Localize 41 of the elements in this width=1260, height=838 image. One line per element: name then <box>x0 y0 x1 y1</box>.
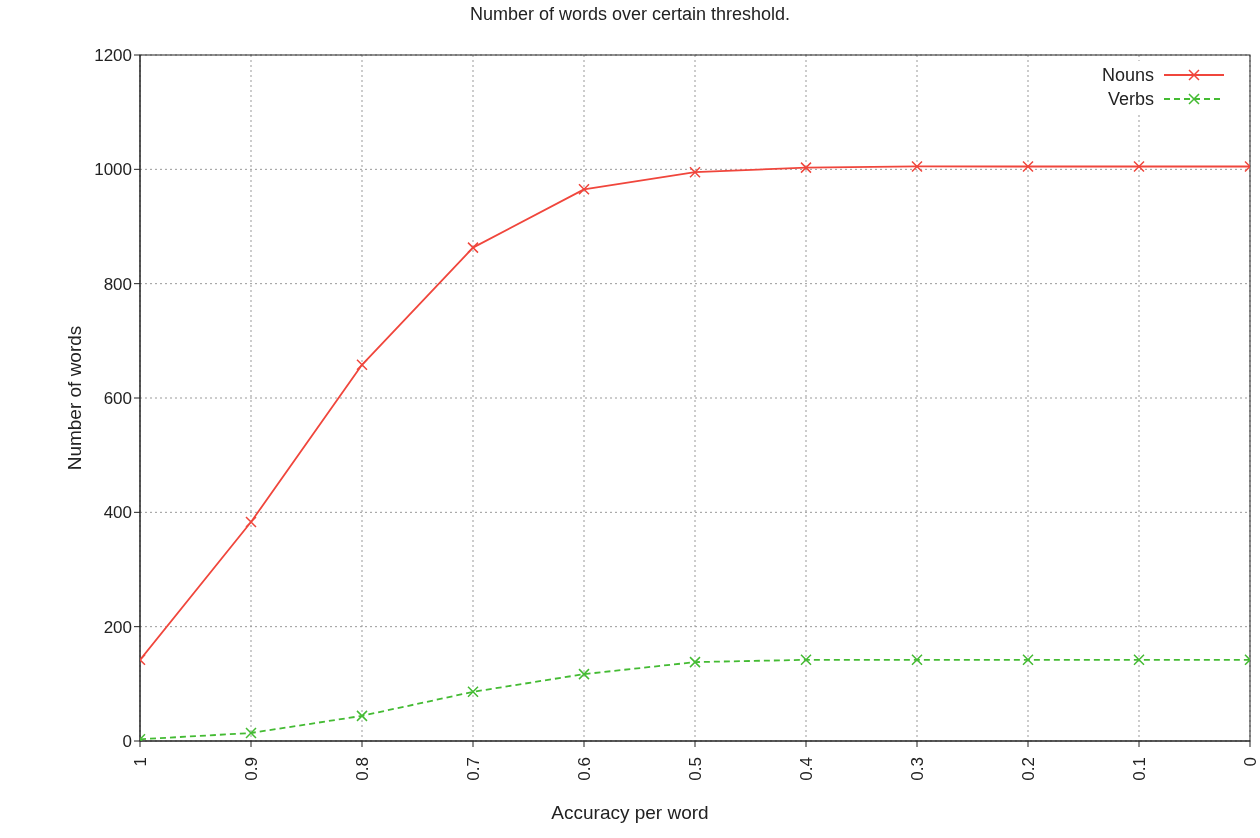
point <box>689 166 701 178</box>
x-tick-label: 0.3 <box>907 757 927 781</box>
x-tick-label: 0.9 <box>241 757 261 781</box>
point <box>356 359 368 371</box>
legend-label: Nouns <box>1101 64 1154 86</box>
point <box>689 656 701 668</box>
chart-title: Number of words over certain threshold. <box>468 4 792 25</box>
x-tick-label: 0.6 <box>574 757 594 781</box>
point <box>800 161 812 174</box>
x-tick-label: 0.8 <box>352 757 372 781</box>
y-tick-label: 600 <box>103 389 132 409</box>
y-tick-label: 1000 <box>94 160 132 180</box>
point <box>911 160 923 173</box>
x-tick-label: 0.1 <box>1129 757 1149 781</box>
x-axis-title: Accuracy per word <box>550 802 710 824</box>
point <box>1022 654 1034 666</box>
point <box>578 668 590 680</box>
point <box>578 183 590 196</box>
x-tick-label: 0.7 <box>463 757 483 781</box>
y-tick-label: 400 <box>103 503 132 523</box>
x-tick-label: 1 <box>130 757 150 767</box>
point <box>800 654 812 666</box>
point <box>245 516 257 528</box>
y-tick-label: 800 <box>103 274 132 294</box>
point <box>467 241 479 254</box>
y-tick-label: 0 <box>122 732 132 752</box>
point <box>1022 160 1034 173</box>
point <box>1133 160 1145 173</box>
y-tick-label: 1200 <box>94 46 132 66</box>
y-axis-title: Number of words <box>64 325 86 471</box>
point <box>356 710 368 722</box>
x-tick-label: 0.4 <box>796 757 816 781</box>
x-tick-label: 0.2 <box>1018 757 1038 781</box>
point <box>1133 654 1145 666</box>
point <box>245 727 257 739</box>
x-tick-label: 0.5 <box>685 757 705 781</box>
legend-label: Verbs <box>1107 88 1154 110</box>
point <box>467 686 479 698</box>
point <box>911 654 923 666</box>
y-tick-label: 200 <box>103 617 132 637</box>
x-tick-label: 0 <box>1240 757 1260 767</box>
